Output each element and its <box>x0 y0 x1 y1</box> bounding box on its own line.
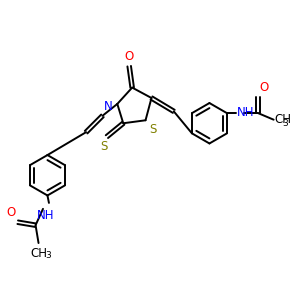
Text: CH: CH <box>275 113 292 126</box>
Text: N: N <box>104 100 113 113</box>
Text: O: O <box>260 81 269 94</box>
Text: NH: NH <box>237 106 254 119</box>
Text: CH: CH <box>30 247 47 260</box>
Text: O: O <box>124 50 134 63</box>
Text: 3: 3 <box>283 119 288 128</box>
Text: S: S <box>100 140 108 153</box>
Text: NH: NH <box>37 209 55 222</box>
Text: S: S <box>149 123 157 136</box>
Text: O: O <box>6 206 15 219</box>
Text: 3: 3 <box>45 251 51 260</box>
